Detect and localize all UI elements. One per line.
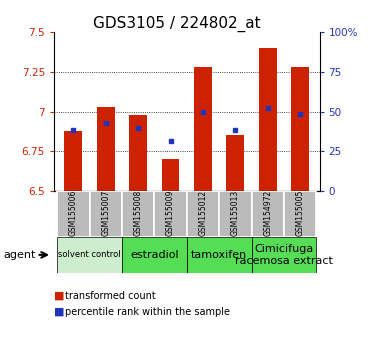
Bar — [57, 191, 90, 237]
Text: percentile rank within the sample: percentile rank within the sample — [65, 307, 231, 316]
Bar — [162, 159, 179, 191]
Bar — [154, 191, 187, 237]
Bar — [284, 191, 316, 237]
Bar — [57, 237, 122, 273]
Text: Cimicifuga
racemosa extract: Cimicifuga racemosa extract — [235, 244, 333, 266]
Bar — [122, 191, 154, 237]
Text: agent: agent — [4, 250, 36, 260]
Bar — [187, 237, 251, 273]
Text: GSM155009: GSM155009 — [166, 190, 175, 236]
Text: ■: ■ — [54, 307, 64, 316]
Text: estradiol: estradiol — [130, 250, 179, 260]
Bar — [187, 191, 219, 237]
Text: GDS3105 / 224802_at: GDS3105 / 224802_at — [93, 16, 261, 32]
Text: solvent control: solvent control — [58, 250, 121, 259]
Bar — [90, 191, 122, 237]
Text: GSM155007: GSM155007 — [101, 190, 110, 236]
Bar — [122, 237, 187, 273]
Bar — [129, 115, 147, 191]
Bar — [97, 107, 115, 191]
Text: transformed count: transformed count — [65, 291, 156, 301]
Bar — [251, 191, 284, 237]
Text: GSM155008: GSM155008 — [134, 190, 142, 236]
Text: tamoxifen: tamoxifen — [191, 250, 247, 260]
Text: GSM155012: GSM155012 — [198, 190, 208, 236]
Bar — [259, 48, 277, 191]
Bar — [219, 191, 251, 237]
Bar — [226, 136, 244, 191]
Text: GSM155005: GSM155005 — [296, 190, 305, 236]
Bar — [291, 67, 309, 191]
Bar — [194, 67, 212, 191]
Text: GSM155013: GSM155013 — [231, 190, 240, 236]
Text: GSM154972: GSM154972 — [263, 190, 272, 236]
Text: ■: ■ — [54, 291, 64, 301]
Text: GSM155006: GSM155006 — [69, 190, 78, 236]
Bar — [251, 237, 316, 273]
Bar — [64, 131, 82, 191]
